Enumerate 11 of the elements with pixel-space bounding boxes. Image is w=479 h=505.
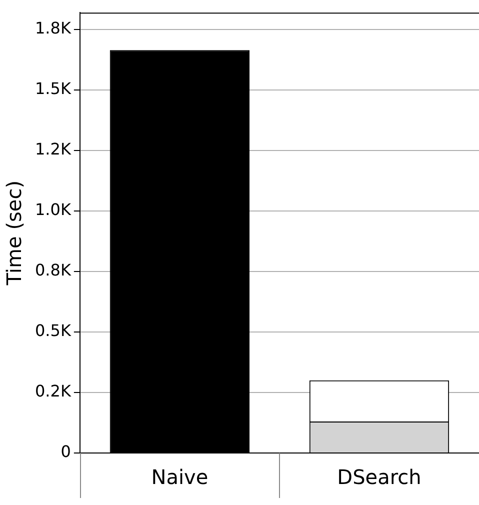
y-tick-label: 0.8K — [35, 260, 72, 280]
y-tick-label: 1.8K — [35, 18, 72, 38]
y-tick-label: 0.2K — [35, 382, 72, 401]
y-axis-title: Time (sec) — [2, 180, 26, 286]
y-tick-label: 0 — [60, 442, 71, 462]
y-tick-label: 1.5K — [35, 79, 72, 98]
x-tick-label: Naive — [151, 465, 208, 490]
y-tick-label: 1.2K — [35, 140, 72, 159]
y-tick-label: 1.0K — [35, 200, 72, 220]
x-tick-label: DSearch — [337, 465, 422, 490]
y-tick-label: 0.5K — [35, 321, 72, 340]
